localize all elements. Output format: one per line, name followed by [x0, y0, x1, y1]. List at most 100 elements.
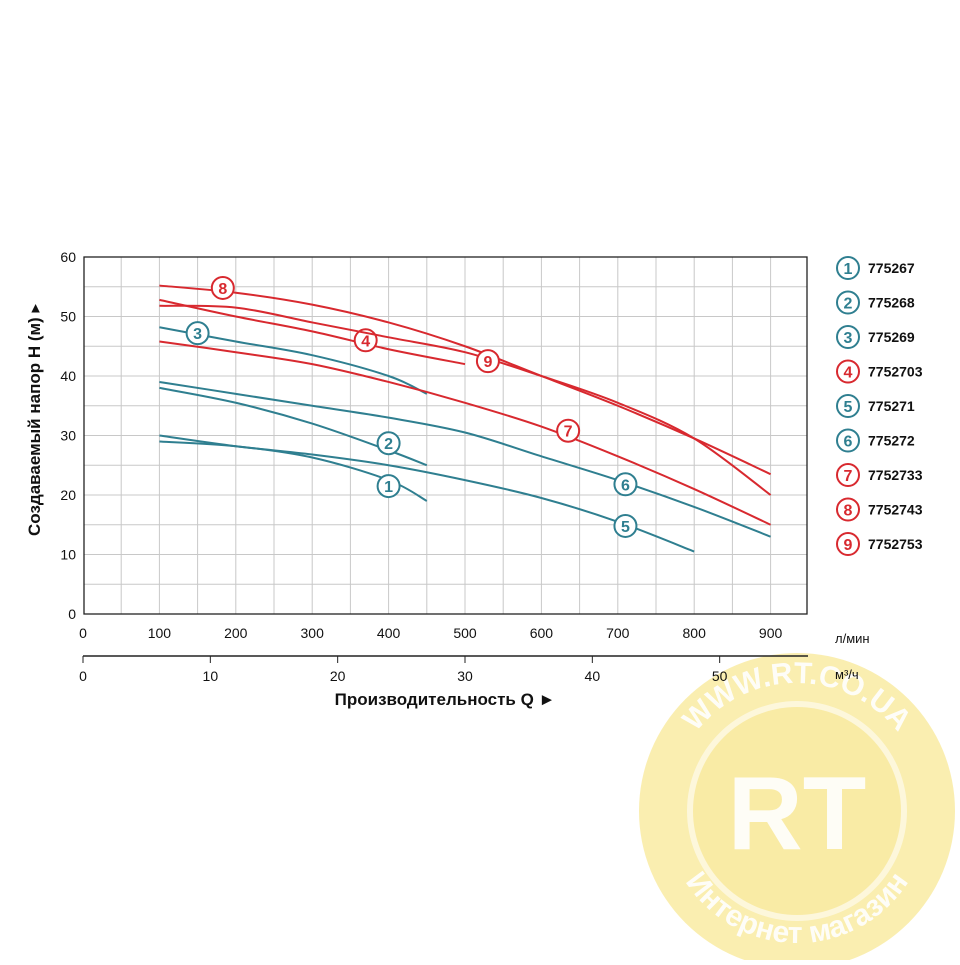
x-unit-primary: л/мин: [835, 631, 870, 646]
legend-label-8: 7752743: [868, 502, 923, 518]
x2-tick-label: 40: [585, 668, 601, 684]
legend-label-2: 775268: [868, 295, 915, 311]
x-tick-label: 100: [148, 625, 172, 641]
axes: Создаваемый напор H (м) ▸ Производительн…: [25, 304, 870, 709]
series-number-5: 5: [621, 519, 630, 536]
legend-label-1: 775267: [868, 260, 915, 276]
series-marker-3: [185, 321, 210, 346]
legend-label-9: 7752753: [868, 536, 923, 552]
legend-label-6: 775272: [868, 433, 915, 449]
x2-tick-label: 0: [79, 668, 87, 684]
series-line-7752733: [159, 340, 772, 526]
legend-label-3: 775269: [868, 329, 915, 345]
x2-tick-label: 10: [203, 668, 219, 684]
series-line-7752753: [159, 304, 772, 496]
series-number-6: 6: [621, 477, 630, 494]
series-line-775272: [159, 380, 771, 538]
series-number-1: 1: [384, 479, 393, 496]
plot-frame: [83, 256, 808, 657]
series-marker-2: [376, 431, 401, 456]
legend-item-2: 2 775268: [836, 290, 915, 315]
legend-marker-4: [836, 359, 860, 384]
y-tick-label: 20: [60, 487, 76, 503]
series-marker-9: [475, 349, 500, 374]
series-line-775268: [159, 386, 428, 467]
series-line-7752703: [159, 298, 466, 366]
legend-marker-9: [836, 532, 860, 556]
watermark-inner-circle: [693, 707, 901, 915]
y-tick-label: 10: [60, 547, 76, 563]
x-tick-label: 200: [224, 625, 248, 641]
x2-tick-label: 50: [712, 668, 728, 684]
legend-item-4: 4 7752703: [836, 359, 923, 384]
x-tick-label: 600: [530, 625, 554, 641]
legend-marker-6: [836, 428, 860, 453]
legend: 1 775267 2 775268 3 775269 4 7752703 5 775271 6 775…: [836, 256, 923, 556]
legend-item-7: 7 7752733: [836, 463, 923, 487]
x-tick-label: 0: [79, 625, 87, 641]
y-tick-label: 30: [60, 428, 76, 444]
legend-number-1: 1: [844, 261, 853, 278]
legend-marker-5: [836, 394, 860, 418]
series-line-7752743: [159, 284, 772, 476]
series-group: 1 2 3 4 5 6 7 8 9: [159, 275, 772, 553]
grid: [84, 257, 807, 614]
y-tick-label: 60: [60, 249, 76, 265]
legend-item-1: 1 775267: [836, 256, 915, 280]
legend-number-4: 4: [844, 365, 853, 382]
legend-item-3: 3 775269: [836, 325, 915, 349]
legend-number-8: 8: [844, 503, 853, 520]
legend-number-3: 3: [844, 330, 853, 347]
legend-item-8: 8 7752743: [836, 497, 923, 522]
series-marker-1: [376, 474, 401, 499]
legend-number-5: 5: [844, 399, 853, 416]
legend-marker-7: [836, 463, 860, 487]
x-tick-label: 300: [301, 625, 325, 641]
y-tick-label: 50: [60, 309, 76, 325]
y-axis-title: Создаваемый напор H (м) ▸: [25, 304, 44, 536]
legend-number-6: 6: [844, 434, 853, 451]
series-line-775269: [159, 326, 428, 395]
watermark-center-text: RT: [728, 756, 867, 872]
legend-label-4: 7752703: [868, 364, 923, 380]
x-tick-label: 700: [606, 625, 630, 641]
y-tick-label: 0: [68, 606, 76, 622]
series-line-775267: [159, 440, 428, 502]
series-number-7: 7: [564, 424, 573, 441]
series-marker-6: [613, 472, 638, 497]
legend-item-6: 6 775272: [836, 428, 915, 453]
legend-number-7: 7: [844, 468, 853, 485]
series-number-4: 4: [361, 333, 370, 350]
series-marker-5: [613, 513, 638, 538]
x-tick-label: 800: [683, 625, 707, 641]
plot-border: [83, 256, 808, 615]
series-marker-7: [556, 418, 581, 443]
x-unit-secondary: м³/ч: [835, 667, 859, 682]
legend-number-2: 2: [844, 296, 853, 313]
y-tick-label: 40: [60, 368, 76, 384]
legend-marker-3: [836, 325, 860, 349]
legend-marker-8: [836, 497, 860, 522]
legend-item-5: 5 775271: [836, 394, 915, 418]
legend-marker-1: [836, 256, 860, 280]
series-number-9: 9: [483, 354, 492, 371]
legend-number-9: 9: [844, 537, 853, 554]
x2-tick-label: 30: [457, 668, 473, 684]
legend-item-9: 9 7752753: [836, 532, 923, 556]
legend-label-7: 7752733: [868, 467, 923, 483]
x-tick-label: 500: [453, 625, 477, 641]
legend-label-5: 775271: [868, 398, 915, 414]
x-tick-label: 900: [759, 625, 783, 641]
x-tick-label: 400: [377, 625, 401, 641]
series-marker-8: [210, 275, 235, 300]
x2-tick-label: 20: [330, 668, 346, 684]
series-number-3: 3: [193, 326, 202, 343]
legend-marker-2: [836, 290, 860, 315]
x-axis-title: Производительность Q ►: [335, 690, 556, 709]
series-number-8: 8: [218, 281, 227, 298]
series-number-2: 2: [384, 436, 393, 453]
